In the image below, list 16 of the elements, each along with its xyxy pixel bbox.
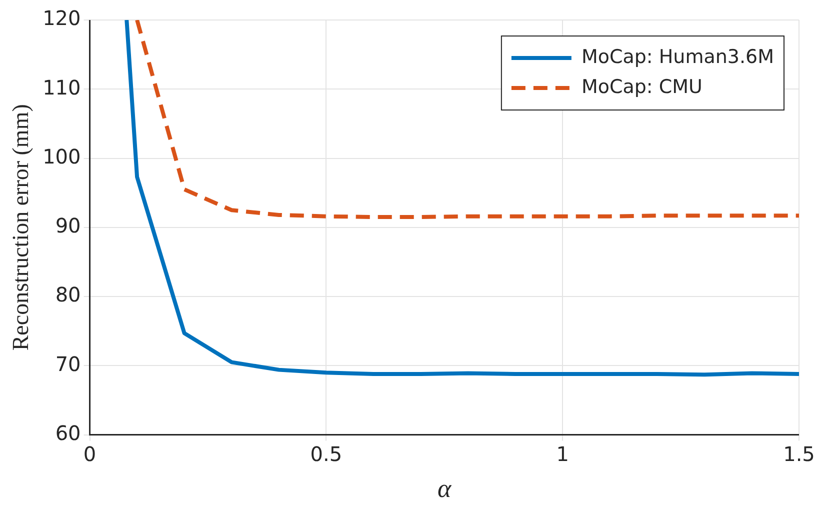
legend-label: MoCap: Human3.6M — [581, 46, 774, 68]
legend-label: MoCap: CMU — [581, 76, 702, 98]
y-tick-label: 100 — [42, 144, 81, 168]
x-tick-label: 1.5 — [783, 442, 815, 466]
y-tick-label: 60 — [55, 421, 81, 446]
x-tick-label: 0 — [83, 442, 96, 466]
x-tick-label: 1 — [556, 442, 569, 466]
line-series — [135, 20, 799, 220]
y-tick-label: 110 — [42, 75, 81, 100]
y-tick-label: 90 — [55, 214, 81, 238]
x-tick-label: 0.5 — [310, 442, 342, 466]
y-axis-title: Reconstruction error (mm) — [8, 104, 33, 351]
y-tick-label: 120 — [42, 6, 81, 30]
x-axis-title: α — [438, 474, 453, 504]
y-tick-label: 80 — [55, 282, 81, 307]
y-tick-label: 70 — [55, 352, 81, 376]
